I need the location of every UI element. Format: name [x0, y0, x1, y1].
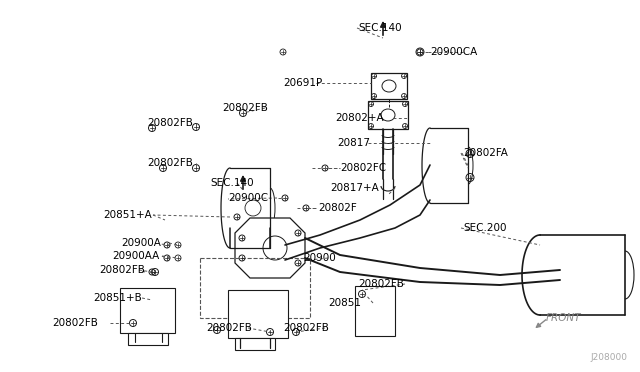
Text: 20851+B: 20851+B [93, 293, 141, 303]
FancyBboxPatch shape [228, 290, 288, 338]
Text: 20900CA: 20900CA [430, 47, 477, 57]
Text: 20802FB: 20802FB [147, 118, 193, 128]
Text: 20802FB: 20802FB [147, 158, 193, 168]
Text: 20817+A: 20817+A [330, 183, 379, 193]
Text: 20802+A: 20802+A [335, 113, 383, 123]
Ellipse shape [381, 109, 395, 121]
Text: SEC.140: SEC.140 [210, 178, 253, 188]
FancyBboxPatch shape [120, 288, 175, 333]
Text: 20802FB: 20802FB [99, 265, 145, 275]
FancyBboxPatch shape [128, 333, 168, 345]
FancyBboxPatch shape [235, 338, 275, 350]
Text: 20851: 20851 [328, 298, 361, 308]
Text: 20900: 20900 [303, 253, 336, 263]
Text: SEC.140: SEC.140 [358, 23, 402, 33]
Ellipse shape [382, 80, 396, 92]
Text: 20802F: 20802F [318, 203, 356, 213]
Text: 20817: 20817 [337, 138, 370, 148]
Text: 20802FA: 20802FA [463, 148, 508, 158]
Text: 20802FB: 20802FB [206, 323, 252, 333]
Text: 20802FB: 20802FB [222, 103, 268, 113]
Text: J208000: J208000 [590, 353, 627, 362]
Text: 20802FC: 20802FC [340, 163, 386, 173]
FancyBboxPatch shape [368, 101, 408, 129]
FancyBboxPatch shape [355, 286, 395, 336]
Text: 20851+A: 20851+A [103, 210, 152, 220]
Text: FRONT: FRONT [546, 313, 582, 323]
Text: SEC.200: SEC.200 [463, 223, 506, 233]
Text: 20691P: 20691P [283, 78, 323, 88]
Text: 20900A: 20900A [121, 238, 161, 248]
Text: 20802FB: 20802FB [52, 318, 98, 328]
Text: 20900C: 20900C [228, 193, 268, 203]
Text: 20802FB: 20802FB [358, 279, 404, 289]
Text: 20802FB: 20802FB [283, 323, 329, 333]
Polygon shape [235, 218, 305, 278]
Text: 20900AA: 20900AA [112, 251, 159, 261]
FancyBboxPatch shape [371, 73, 407, 99]
